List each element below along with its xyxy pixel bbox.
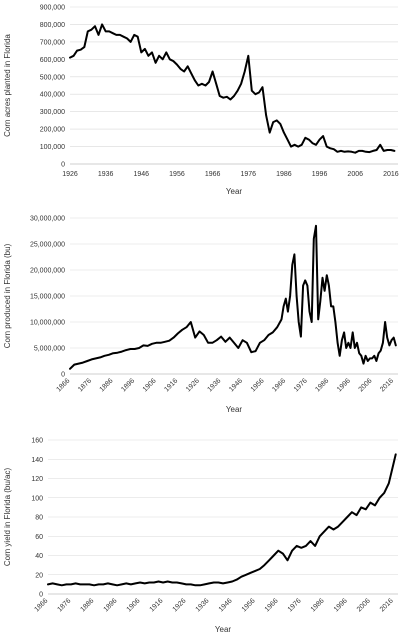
x-tick-label: 1946	[218, 597, 234, 613]
x-tick-label: 2016	[379, 377, 395, 393]
chart-corn-acres-planted: Corn acres planted in Florida Year 0 100,…	[3, 5, 399, 197]
x-tick-label: 1986	[310, 597, 326, 613]
x-tick-label: 1976	[287, 597, 303, 613]
x-tick-label: 1966	[271, 377, 287, 393]
x-axis-title: Year	[226, 187, 243, 196]
series-line	[69, 23, 396, 154]
x-tick-label: 2006	[356, 597, 372, 613]
x-tick-label: 1966	[264, 597, 280, 613]
x-tick-label: 1876	[56, 597, 72, 613]
y-tick-label: 600,000	[40, 57, 65, 64]
x-tick-label: 1996	[336, 377, 352, 393]
x-tick-label: 1956	[169, 171, 185, 178]
x-tick-label: 1916	[149, 597, 165, 613]
x-tick-label: 1916	[163, 377, 179, 393]
x-tick-label: 1896	[103, 597, 119, 613]
x-tick-label: 1986	[314, 377, 330, 393]
y-tick-label: 15,000,000	[30, 294, 65, 301]
y-tick-label: 20,000,000	[30, 268, 65, 275]
y-tick-label: 140	[31, 457, 43, 464]
y-tick-label: 25,000,000	[30, 242, 65, 249]
x-tick-label: 1896	[120, 377, 136, 393]
x-tick-label: 2006	[358, 377, 374, 393]
x-tick-label: 1936	[98, 171, 114, 178]
y-tick-label: 100	[31, 495, 43, 502]
x-tick-label: 1936	[195, 597, 211, 613]
y-tick-label: 0	[39, 592, 43, 599]
x-tick-label: 1966	[205, 171, 221, 178]
y-tick-label: 200,000	[40, 127, 65, 134]
x-tick-label: 1996	[312, 171, 328, 178]
x-tick-label: 1886	[99, 377, 115, 393]
x-tick-label: 1906	[126, 597, 142, 613]
x-tick-label: 1886	[80, 597, 96, 613]
x-tick-label: 2016	[383, 171, 399, 178]
y-tick-label: 30,000,000	[30, 216, 65, 223]
y-tick-label: 20	[35, 572, 43, 579]
y-tick-label: 0	[61, 372, 65, 379]
y-axis-title: Corn acres planted in Florida	[3, 34, 12, 137]
x-tick-label: 1976	[240, 171, 256, 178]
x-tick-label: 1866	[55, 377, 71, 393]
y-tick-label: 40	[35, 553, 43, 560]
chart-corn-produced: Corn produced in Florida (bu) Year 0 5,00…	[3, 216, 398, 414]
x-tick-label: 1926	[62, 171, 78, 178]
y-tick-label: 0	[61, 162, 65, 169]
y-axis-title: Corn produced in Florida (bu)	[3, 243, 12, 348]
x-tick-label: 1876	[77, 377, 93, 393]
y-tick-label: 10,000,000	[30, 320, 65, 327]
x-tick-label: 2016	[379, 597, 395, 613]
x-tick-label: 2006	[347, 171, 363, 178]
y-tick-label: 900,000	[40, 5, 65, 12]
x-tick-label: 1946	[134, 171, 150, 178]
y-tick-label: 60	[35, 534, 43, 541]
series-line	[47, 453, 397, 587]
y-axis-title: Corn yield in Florida (bu/ac)	[3, 468, 12, 567]
y-tick-label: 700,000	[40, 39, 65, 46]
x-tick-label: 1906	[142, 377, 158, 393]
y-tick-label: 300,000	[40, 109, 65, 116]
series-line	[69, 224, 397, 370]
x-axis-title: Year	[215, 625, 232, 634]
y-tick-label: 5,000,000	[34, 346, 65, 353]
y-tick-label: 800,000	[40, 22, 65, 29]
y-tick-label: 120	[31, 476, 43, 483]
x-tick-label: 1986	[276, 171, 292, 178]
y-tick-label: 400,000	[40, 92, 65, 99]
x-tick-label: 1926	[172, 597, 188, 613]
y-tick-label: 160	[31, 438, 43, 445]
chart-corn-yield: Corn yield in Florida (bu/ac) Year 0 20 40…	[3, 438, 398, 634]
x-tick-label: 1956	[250, 377, 266, 393]
x-tick-label: 1996	[333, 597, 349, 613]
x-tick-label: 1946	[228, 377, 244, 393]
x-tick-label: 1976	[293, 377, 309, 393]
x-tick-label: 1956	[241, 597, 257, 613]
x-tick-label: 1926	[185, 377, 201, 393]
x-axis-title: Year	[226, 405, 243, 414]
y-tick-label: 500,000	[40, 74, 65, 81]
y-tick-label: 100,000	[40, 144, 65, 151]
y-tick-label: 80	[35, 515, 43, 522]
x-tick-label: 1936	[207, 377, 223, 393]
x-tick-label: 1866	[33, 597, 49, 613]
